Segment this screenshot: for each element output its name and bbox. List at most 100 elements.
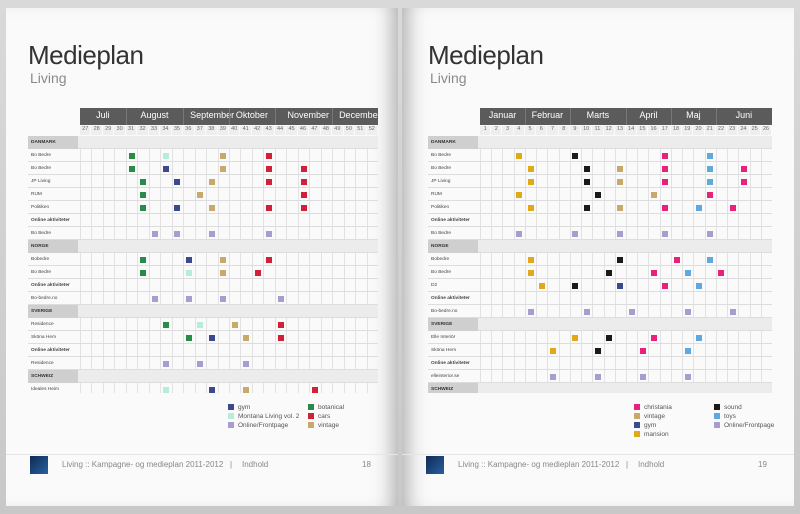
campaign-marker: [617, 165, 624, 172]
week-number: 18: [670, 126, 682, 135]
month-divider: [274, 108, 276, 125]
living-logo-icon: [426, 456, 444, 474]
grid-row: [428, 136, 772, 149]
month-label: August: [140, 110, 169, 120]
grid-line: [659, 136, 661, 393]
grid-line: [229, 136, 230, 393]
week-number: 26: [760, 126, 771, 135]
page-subtitle: Living: [430, 70, 467, 86]
grid-line: [274, 136, 276, 393]
grid-line: [194, 136, 196, 393]
campaign-marker: [527, 256, 534, 263]
campaign-marker: [300, 178, 307, 185]
legend-label: botanical: [318, 404, 345, 411]
footer-link-indhold[interactable]: Indhold: [638, 460, 665, 469]
legend-swatch: [308, 422, 314, 428]
footer-link-indhold[interactable]: Indhold: [242, 460, 269, 469]
publication-label: Bo Bedre: [31, 153, 52, 158]
page-number: 19: [758, 460, 767, 469]
campaign-marker: [516, 191, 523, 198]
legend-label: vintage: [644, 413, 665, 420]
campaign-marker: [300, 204, 307, 211]
campaign-marker: [617, 256, 624, 263]
grid-line: [614, 136, 616, 393]
week-number: 3: [502, 126, 513, 135]
grid-row: [28, 305, 378, 318]
grid-row: [28, 357, 378, 370]
campaign-marker: [208, 178, 215, 185]
week-number: 23: [727, 126, 738, 135]
legend-item: sound: [714, 404, 742, 411]
publication-label: Politiken: [31, 205, 50, 210]
campaign-marker: [696, 204, 702, 211]
week-number: 30: [114, 126, 125, 135]
legend-label: christania: [644, 404, 672, 411]
campaign-marker: [140, 269, 147, 276]
publication-label: RUM: [31, 192, 42, 197]
campaign-marker: [162, 165, 169, 172]
grid-row: [428, 214, 772, 227]
grid-line: [160, 136, 162, 393]
campaign-marker: [583, 204, 590, 211]
campaign-marker: [594, 191, 601, 198]
campaign-marker: [266, 256, 273, 263]
grid-row: [28, 370, 378, 383]
legend-swatch: [634, 413, 640, 419]
publication-label: Online aktiviteter: [31, 348, 70, 353]
month-label: Februar: [531, 110, 564, 120]
campaign-marker: [140, 191, 147, 198]
week-number: 51: [355, 126, 366, 135]
legend-swatch: [634, 422, 640, 428]
week-number: 47: [309, 126, 320, 135]
week-number: 5: [524, 126, 536, 135]
campaign-marker: [231, 321, 238, 328]
grid-line: [704, 136, 706, 393]
campaign-marker: [220, 152, 227, 159]
week-number: 49: [332, 126, 343, 135]
legend-item: Online/Frontpage: [714, 422, 774, 429]
campaign-marker: [266, 230, 273, 237]
campaign-marker: [684, 373, 691, 380]
publication-label: Elle Interiör: [431, 335, 456, 340]
week-number: 21: [704, 126, 715, 135]
week-number: 20: [693, 126, 704, 135]
campaign-marker: [606, 334, 613, 341]
grid-line: [558, 136, 560, 393]
grid-line: [581, 136, 583, 393]
grid-line: [502, 136, 504, 393]
legend-label: sound: [724, 404, 742, 411]
legend-swatch: [714, 404, 720, 410]
campaign-marker: [277, 321, 284, 328]
publication-label: Online aktiviteter: [431, 361, 470, 366]
publication-label: elleinterior.se: [431, 374, 460, 379]
campaign-marker: [197, 321, 204, 328]
week-number: 16: [648, 126, 659, 135]
campaign-marker: [208, 204, 215, 211]
legend-swatch: [308, 404, 314, 410]
campaign-marker: [617, 230, 624, 237]
legend-label: Online/Frontpage: [238, 422, 289, 429]
campaign-marker: [243, 360, 250, 367]
legend-swatch: [228, 422, 234, 428]
legend-label: cars: [318, 413, 331, 420]
grid-row: [428, 370, 772, 383]
grid-line: [102, 136, 104, 393]
publication-label: RUM: [431, 192, 442, 197]
legend-swatch: [308, 413, 314, 419]
week-number: 8: [558, 126, 569, 135]
campaign-marker: [516, 230, 523, 237]
legend-item: cars: [308, 413, 330, 420]
campaign-marker: [162, 360, 169, 367]
week-number: 24: [738, 126, 749, 135]
week-number: 38: [206, 126, 217, 135]
week-number: 41: [240, 126, 251, 135]
publication-label: Bo-bedre.no: [431, 309, 458, 314]
campaign-marker: [651, 269, 658, 276]
grid-row: [428, 318, 772, 331]
month-divider: [183, 108, 185, 125]
campaign-marker: [266, 165, 273, 172]
week-number: 50: [343, 126, 355, 135]
grid-line: [183, 136, 185, 393]
grid-line: [217, 136, 219, 393]
